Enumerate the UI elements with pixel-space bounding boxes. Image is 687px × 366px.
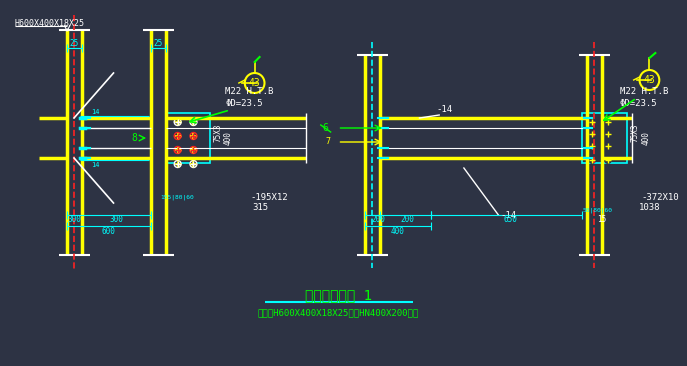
Text: 14: 14 — [91, 162, 100, 168]
Circle shape — [174, 160, 181, 168]
Text: 用于钉H600X400X18X25与靉HN400X200连接: 用于钉H600X400X18X25与靉HN400X200连接 — [258, 309, 419, 317]
Circle shape — [174, 118, 181, 126]
Text: 75X3: 75X3 — [214, 124, 223, 142]
Text: -14: -14 — [500, 210, 517, 220]
Text: 300: 300 — [67, 216, 81, 224]
Text: 400: 400 — [223, 131, 232, 145]
Text: 7: 7 — [325, 138, 330, 146]
Text: -372X10: -372X10 — [642, 193, 679, 202]
Text: 25: 25 — [153, 40, 163, 49]
Text: 200: 200 — [401, 216, 414, 224]
Text: 8: 8 — [131, 133, 137, 143]
Text: 155|80|60: 155|80|60 — [161, 194, 194, 200]
Text: 600: 600 — [102, 227, 115, 235]
Text: 400: 400 — [642, 131, 651, 145]
Bar — [166, 113, 210, 163]
Text: 200: 200 — [371, 216, 385, 224]
Circle shape — [588, 130, 596, 138]
Text: 300: 300 — [109, 216, 124, 224]
Text: 1038: 1038 — [639, 203, 660, 213]
Text: 43: 43 — [249, 78, 260, 88]
Circle shape — [190, 132, 197, 140]
Text: 14: 14 — [91, 109, 100, 115]
Circle shape — [174, 146, 181, 154]
Text: M22 H.T.B: M22 H.T.B — [225, 87, 273, 97]
Circle shape — [174, 132, 181, 140]
Text: 梁柱连接节点 1: 梁柱连接节点 1 — [305, 288, 372, 302]
Text: 50|80|60: 50|80|60 — [582, 207, 612, 213]
Circle shape — [588, 156, 596, 164]
Text: H600X400X18X25: H600X400X18X25 — [15, 19, 85, 27]
Circle shape — [190, 160, 197, 168]
Text: 6: 6 — [323, 123, 328, 133]
Text: 43: 43 — [644, 75, 655, 85]
Text: 75X3: 75X3 — [630, 124, 639, 142]
Circle shape — [588, 118, 596, 126]
Circle shape — [604, 142, 612, 150]
Text: 315: 315 — [253, 203, 269, 213]
Circle shape — [604, 118, 612, 126]
Circle shape — [588, 142, 596, 150]
Circle shape — [190, 146, 197, 154]
Text: M22 H.T.B: M22 H.T.B — [620, 87, 668, 97]
Circle shape — [604, 156, 612, 164]
Circle shape — [604, 130, 612, 138]
Text: ΦD=23.5: ΦD=23.5 — [620, 98, 657, 108]
Text: 650: 650 — [504, 216, 517, 224]
Circle shape — [190, 118, 197, 126]
Text: -14: -14 — [436, 105, 452, 115]
Bar — [583, 113, 627, 163]
Text: 400: 400 — [391, 227, 405, 235]
Text: 25: 25 — [69, 40, 78, 49]
Text: 15: 15 — [598, 216, 607, 224]
Text: -195X12: -195X12 — [251, 193, 289, 202]
Text: ΦD=23.5: ΦD=23.5 — [225, 98, 262, 108]
